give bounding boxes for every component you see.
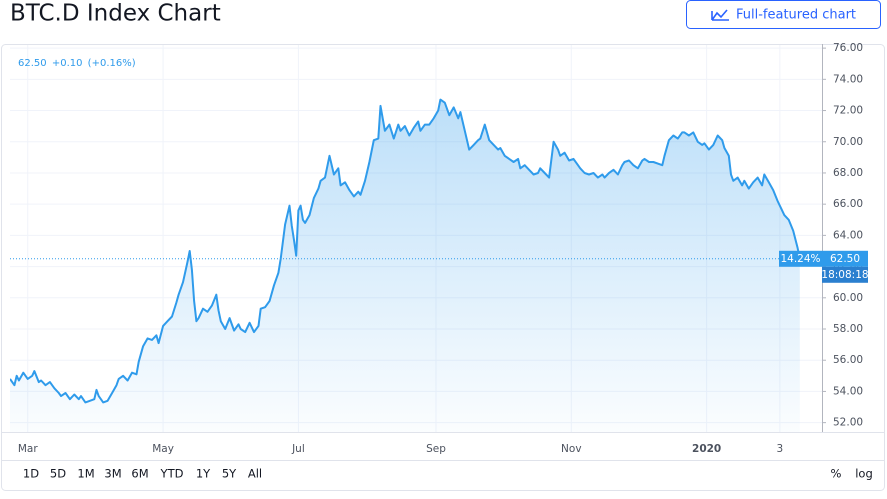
x-tick-label: 2020 <box>692 443 721 455</box>
range-button[interactable]: 5Y <box>222 467 237 481</box>
quote-legend: 62.50 +0.10 (+0.16%) <box>18 58 136 69</box>
range-button[interactable]: All <box>248 467 262 481</box>
x-tick-label: May <box>152 443 174 455</box>
y-tick-label: 58.00 <box>833 323 863 335</box>
plot <box>10 45 822 432</box>
quote-change-pct: (+0.16%) <box>88 58 136 69</box>
price-tag-box <box>822 250 868 267</box>
price-line <box>10 98 801 404</box>
y-tick-label: 74.00 <box>833 73 863 85</box>
price-tag-pct-box <box>779 250 822 267</box>
page-title: BTC.D Index Chart <box>10 1 221 27</box>
y-tick-label: 68.00 <box>833 167 863 179</box>
area-fill <box>10 99 800 432</box>
range-button[interactable]: 5D <box>50 467 66 481</box>
range-button[interactable]: 1M <box>77 467 94 481</box>
price-tag-pct: 14.24% <box>780 253 820 265</box>
x-tick-label: Jul <box>291 443 305 455</box>
y-tick-label: 56.00 <box>833 354 863 366</box>
y-tick-label: 72.00 <box>833 105 863 117</box>
range-button[interactable]: 1Y <box>196 467 211 481</box>
y-tick-label: 60.00 <box>833 292 863 304</box>
y-tick-label: 64.00 <box>833 229 863 241</box>
countdown-box <box>822 266 868 283</box>
y-tick-label: 66.00 <box>833 198 863 210</box>
scale-button[interactable]: % <box>831 467 842 481</box>
y-tick-label: 70.00 <box>833 136 863 148</box>
quote-change: +0.10 <box>52 58 83 69</box>
button-frame <box>686 0 881 29</box>
y-tick-label: 52.00 <box>833 417 863 429</box>
x-tick-label: Nov <box>561 443 582 455</box>
y-tick-label: 76.00 <box>833 42 863 54</box>
scale-button[interactable]: log <box>855 467 873 481</box>
button-icon <box>711 9 729 21</box>
x-tick-label: 3 <box>777 443 784 455</box>
y-tick-label: 54.00 <box>833 385 863 397</box>
countdown: 18:08:18 <box>821 269 868 281</box>
quote: 62.50 <box>18 58 47 69</box>
x-tick-label: Mar <box>18 443 38 455</box>
full-chart-button[interactable]: Full-featured chart <box>686 0 881 29</box>
button-label: Full-featured chart <box>736 8 856 23</box>
price-tag: 62.50 <box>830 253 860 265</box>
x-tick-label: Sep <box>426 443 446 455</box>
range-button[interactable]: 6M <box>131 467 148 481</box>
range-button[interactable]: 3M <box>104 467 121 481</box>
range-button[interactable]: YTD <box>160 467 184 481</box>
range-button[interactable]: 1D <box>23 467 39 481</box>
